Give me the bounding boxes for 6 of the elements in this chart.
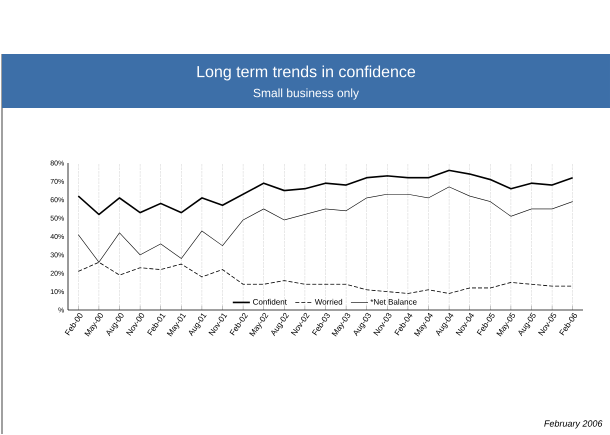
text: February 2006: [544, 420, 602, 429]
chart-title: Long term trends in confidence: [197, 66, 416, 81]
legend-label: Confident: [253, 298, 287, 305]
legend-label: *Net Balance: [370, 298, 417, 305]
chart-subtitle: Small business only: [254, 88, 359, 100]
legend-label: Worried: [314, 298, 342, 305]
